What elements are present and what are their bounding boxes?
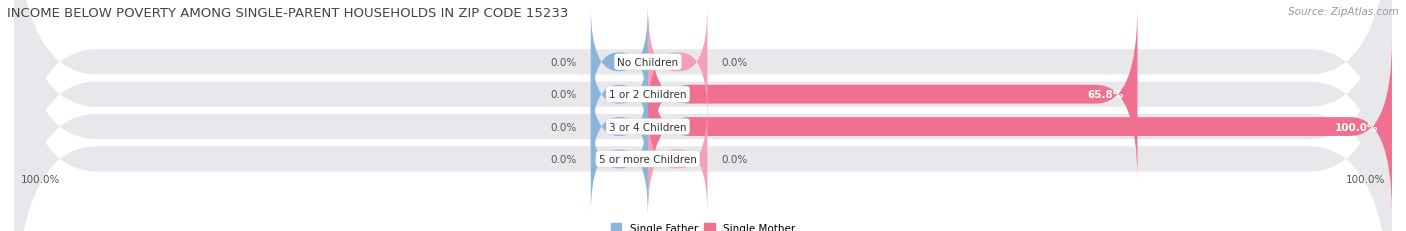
FancyBboxPatch shape bbox=[648, 40, 1392, 214]
FancyBboxPatch shape bbox=[648, 7, 707, 118]
FancyBboxPatch shape bbox=[14, 0, 1392, 231]
Text: 0.0%: 0.0% bbox=[551, 154, 576, 164]
Text: INCOME BELOW POVERTY AMONG SINGLE-PARENT HOUSEHOLDS IN ZIP CODE 15233: INCOME BELOW POVERTY AMONG SINGLE-PARENT… bbox=[7, 7, 568, 20]
Text: 100.0%: 100.0% bbox=[1334, 122, 1378, 132]
Text: 100.0%: 100.0% bbox=[21, 174, 60, 184]
Text: Source: ZipAtlas.com: Source: ZipAtlas.com bbox=[1288, 7, 1399, 17]
Text: 3 or 4 Children: 3 or 4 Children bbox=[609, 122, 686, 132]
FancyBboxPatch shape bbox=[14, 0, 1392, 231]
Text: 0.0%: 0.0% bbox=[551, 122, 576, 132]
Text: 0.0%: 0.0% bbox=[551, 90, 576, 100]
FancyBboxPatch shape bbox=[14, 0, 1392, 231]
FancyBboxPatch shape bbox=[14, 0, 1392, 231]
Text: 1 or 2 Children: 1 or 2 Children bbox=[609, 90, 686, 100]
Text: 0.0%: 0.0% bbox=[551, 58, 576, 67]
FancyBboxPatch shape bbox=[591, 40, 648, 150]
FancyBboxPatch shape bbox=[648, 7, 1137, 182]
FancyBboxPatch shape bbox=[591, 104, 648, 214]
Legend: Single Father, Single Mother: Single Father, Single Mother bbox=[610, 223, 796, 231]
Text: 0.0%: 0.0% bbox=[721, 58, 748, 67]
Text: 65.8%: 65.8% bbox=[1087, 90, 1123, 100]
FancyBboxPatch shape bbox=[648, 104, 707, 214]
FancyBboxPatch shape bbox=[591, 7, 648, 118]
FancyBboxPatch shape bbox=[591, 72, 648, 182]
Text: No Children: No Children bbox=[617, 58, 679, 67]
Text: 5 or more Children: 5 or more Children bbox=[599, 154, 697, 164]
Text: 100.0%: 100.0% bbox=[1346, 174, 1385, 184]
Text: 0.0%: 0.0% bbox=[721, 154, 748, 164]
